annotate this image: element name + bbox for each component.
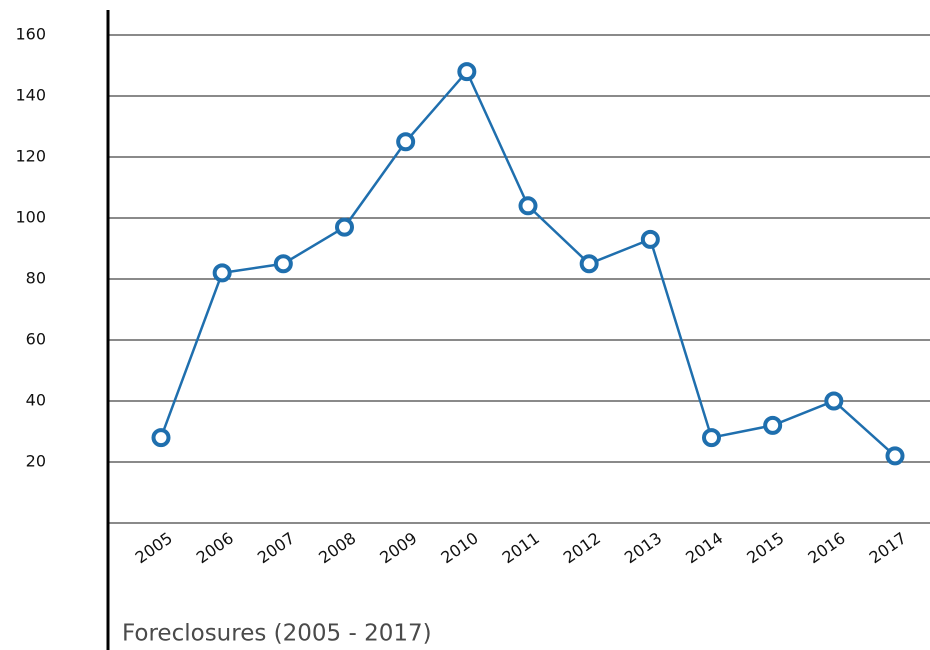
point <box>640 229 660 249</box>
x-tick-label: 2015 <box>743 528 787 567</box>
x-tick-label: 2008 <box>315 528 359 567</box>
point <box>702 428 721 448</box>
x-tick-label: 2007 <box>254 528 298 567</box>
point <box>457 62 477 82</box>
x-tick-label: 2009 <box>376 528 420 567</box>
chart-title: Foreclosures (2005 - 2017) <box>122 621 432 647</box>
x-tick-label: 2011 <box>499 528 543 567</box>
point <box>518 196 538 216</box>
x-tick-label: 2012 <box>560 528 604 567</box>
y-tick-label: 80 <box>26 269 46 288</box>
point <box>396 132 416 152</box>
line <box>159 69 896 457</box>
point <box>824 391 844 411</box>
x-tick-label: 2013 <box>621 528 665 567</box>
point <box>885 446 905 466</box>
y-tick-label: 40 <box>26 391 46 410</box>
point <box>273 254 293 274</box>
y-tick-label: 160 <box>15 25 46 44</box>
point <box>579 254 599 274</box>
y-tick-label: 60 <box>26 330 46 349</box>
point <box>763 415 783 435</box>
x-tick-label: 2017 <box>866 528 910 567</box>
x-tick-label: 2006 <box>193 528 237 567</box>
x-tick-label: 2005 <box>132 528 176 567</box>
point <box>151 428 171 448</box>
x-tick-label: 2014 <box>682 528 726 567</box>
y-tick-label: 20 <box>26 452 46 471</box>
point <box>335 217 354 237</box>
x-tick-label: 2010 <box>437 528 481 567</box>
y-tick-label: 100 <box>15 208 46 227</box>
y-tick-label: 120 <box>15 147 46 166</box>
point <box>212 263 232 283</box>
y-tick-label: 140 <box>15 86 46 105</box>
x-tick-label: 2016 <box>804 528 848 567</box>
